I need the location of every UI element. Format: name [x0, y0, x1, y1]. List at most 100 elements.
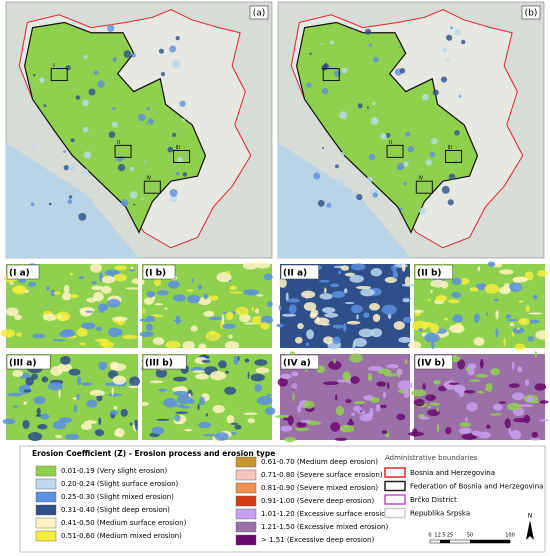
- legend-label: 0.41-0.50 (Medium surface erosion): [61, 519, 187, 527]
- erosion-patch: [201, 359, 211, 363]
- erosion-patch: [303, 400, 315, 409]
- erosion-patch: [405, 131, 411, 137]
- erosion-patch: [370, 328, 383, 338]
- erosion-patch: [79, 342, 86, 346]
- erosion-patch: [380, 133, 387, 140]
- erosion-patch: [430, 289, 433, 294]
- erosion-patch: [413, 309, 424, 314]
- erosion-patch: [244, 358, 250, 363]
- erosion-patch: [534, 383, 547, 391]
- erosion-patch: [0, 329, 16, 338]
- zoom-box: [386, 144, 404, 158]
- erosion-patch: [40, 413, 50, 420]
- erosion-patch: [477, 265, 481, 272]
- erosion-patch: [160, 71, 166, 77]
- erosion-patch: [129, 166, 134, 171]
- erosion-patch: [48, 202, 52, 206]
- erosion-patch: [36, 407, 41, 416]
- erosion-patch: [216, 272, 232, 283]
- erosion-patch: [69, 272, 73, 276]
- legend-swatch: [235, 508, 257, 520]
- erosion-patch: [129, 191, 138, 199]
- erosion-patch: [140, 401, 149, 406]
- erosion-patch: [430, 137, 438, 145]
- erosion-patch: [528, 312, 543, 315]
- erosion-patch: [372, 101, 376, 106]
- erosion-patch: [70, 138, 75, 143]
- boundary-swatch: [384, 480, 406, 492]
- erosion-patch: [117, 329, 123, 336]
- erosion-patch: [35, 414, 42, 417]
- erosion-patch: [86, 297, 97, 303]
- erosion-patch: [399, 207, 403, 211]
- erosion-patch: [360, 288, 375, 297]
- erosion-patch: [95, 326, 102, 331]
- erosion-patch: [230, 422, 239, 425]
- erosion-patch: [450, 26, 453, 30]
- erosion-patch: [88, 88, 96, 96]
- scale-label: 0: [428, 533, 431, 539]
- erosion-patch: [465, 417, 468, 422]
- legend-label: > 1.51 (Excessive deep erosion): [261, 536, 374, 544]
- erosion-patch: [508, 383, 520, 388]
- erosion-patch: [172, 376, 188, 382]
- erosion-patch: [321, 65, 327, 71]
- erosion-patch: [95, 429, 105, 437]
- label-box: [142, 354, 187, 370]
- erosion-patch: [446, 59, 450, 63]
- label-box: [6, 264, 40, 280]
- erosion-patch: [466, 402, 478, 412]
- erosion-patch: [432, 89, 439, 96]
- scale-label: 25: [447, 533, 453, 539]
- erosion-patch: [403, 389, 410, 399]
- erosion-patch: [18, 384, 31, 395]
- erosion-patch: [479, 358, 484, 369]
- erosion-patch: [442, 47, 447, 52]
- erosion-patch: [146, 291, 156, 298]
- map-marker: III: [176, 145, 180, 151]
- erosion-patch: [112, 375, 126, 385]
- zoom-panel: (II b): [408, 261, 550, 351]
- legend-frame: [19, 445, 546, 553]
- erosion-patch: [407, 145, 414, 153]
- erosion-patch: [27, 432, 43, 442]
- zoom-label: (III b): [145, 359, 173, 369]
- erosion-patch: [109, 410, 119, 415]
- erosion-patch: [197, 284, 203, 290]
- erosion-patch: [83, 55, 88, 59]
- erosion-patch: [59, 330, 75, 338]
- erosion-patch: [175, 411, 188, 415]
- erosion-patch: [114, 428, 125, 438]
- erosion-patch: [224, 370, 230, 374]
- erosion-patch: [68, 368, 81, 376]
- erosion-patch: [372, 56, 379, 63]
- erosion-patch: [187, 294, 201, 304]
- erosion-patch: [31, 373, 38, 380]
- erosion-patch: [346, 320, 361, 325]
- erosion-patch: [78, 212, 87, 221]
- erosion-patch: [381, 430, 388, 434]
- erosion-patch: [381, 304, 397, 315]
- erosion-patch: [459, 422, 471, 428]
- erosion-patch: [306, 329, 314, 340]
- erosion-patch: [28, 281, 37, 288]
- zoom-box: [173, 149, 191, 163]
- erosion-patch: [250, 373, 265, 382]
- label-box: [280, 354, 319, 370]
- erosion-patch: [375, 404, 381, 413]
- erosion-patch: [404, 276, 411, 286]
- erosion-patch: [368, 153, 376, 161]
- erosion-patch: [123, 50, 131, 58]
- north-arrow: [526, 520, 534, 540]
- erosion-patch: [363, 312, 370, 318]
- erosion-patch: [322, 307, 336, 314]
- zoom-label: (I b): [145, 269, 166, 279]
- erosion-patch: [255, 308, 260, 314]
- erosion-patch: [493, 403, 503, 411]
- erosion-patch: [320, 42, 323, 45]
- erosion-patch: [151, 426, 165, 435]
- erosion-patch: [76, 393, 80, 401]
- erosion-patch: [120, 408, 128, 417]
- erosion-patch: [433, 380, 441, 385]
- erosion-patch: [402, 298, 410, 303]
